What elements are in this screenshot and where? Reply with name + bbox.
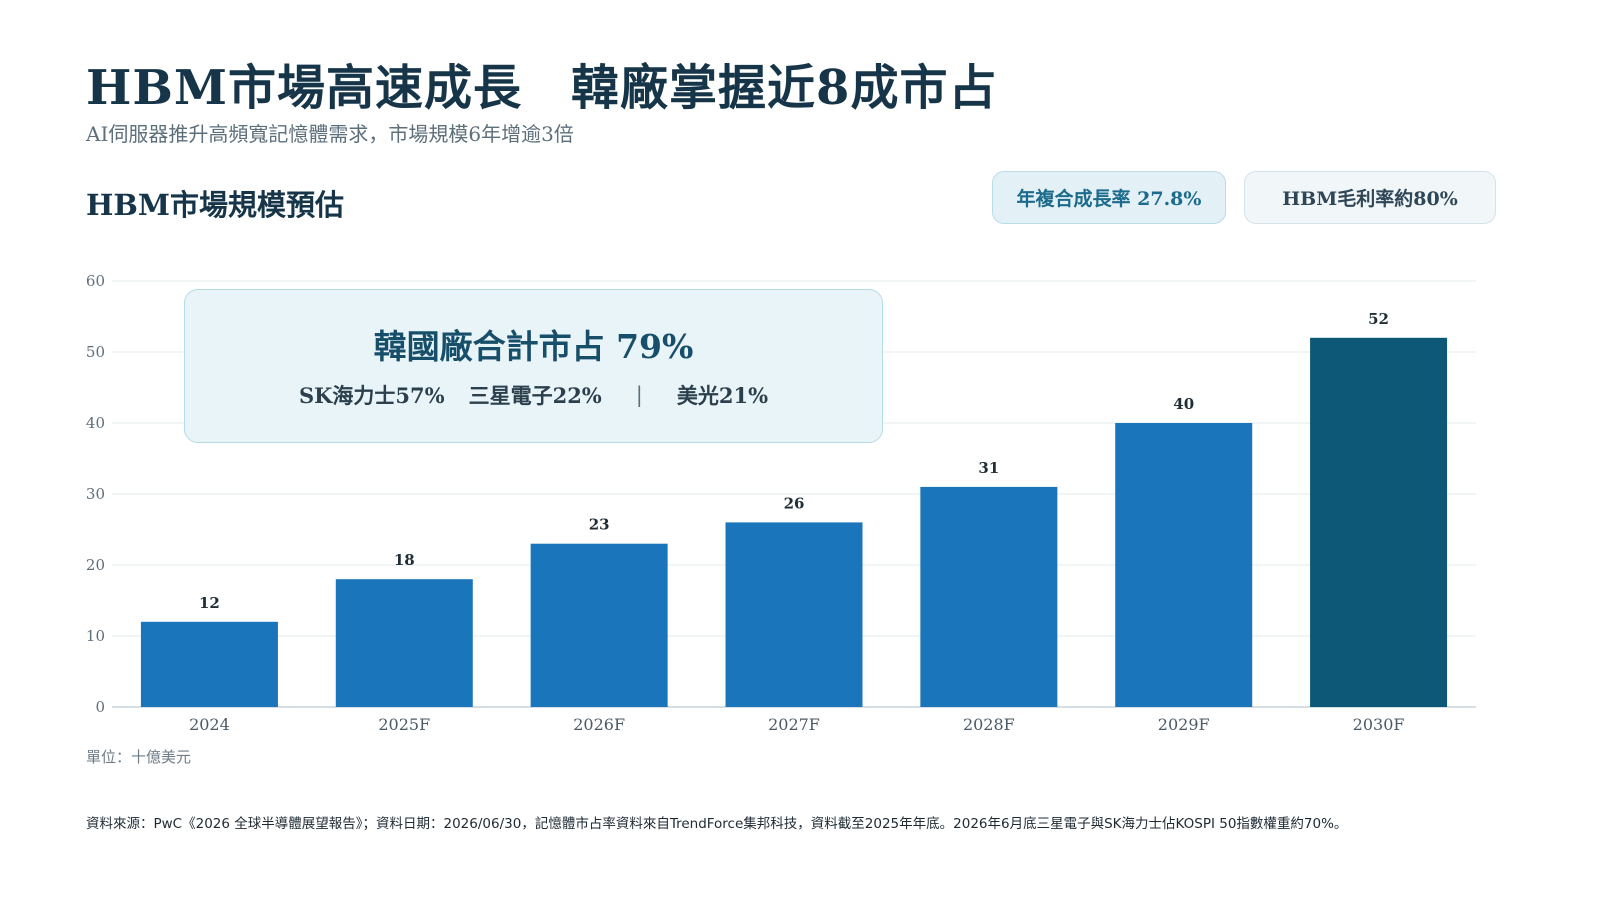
bar-2030F [1310,337,1448,707]
unit-label: 單位：十億美元 [86,748,192,766]
y-tick-label: 40 [86,414,105,432]
value-labels: 12 18 23 26 31 40 52 [199,310,1389,612]
value-label: 31 [978,459,999,477]
y-tick-label: 0 [95,698,105,716]
x-tick-label: 2027F [768,715,820,734]
x-tick-label: 2025F [378,715,430,734]
market-share-breakdown: SK海力士57% 三星電子22% | 美光21% [185,380,882,410]
value-label: 23 [589,516,610,534]
page-subtitle: AI伺服器推升高頻寬記憶體需求，市場規模6年增逾3倍 [86,122,574,146]
value-label: 26 [784,494,805,512]
share-separator: | [635,383,643,407]
chart-title: HBM市場規模預估 [86,188,345,222]
x-tick-label: 2024 [189,715,230,734]
value-label: 40 [1173,395,1194,413]
bar-2026F [530,543,668,707]
value-label: 12 [199,594,220,612]
x-tick-label: 2030F [1353,715,1405,734]
y-tick-label: 10 [86,627,105,645]
x-tick-label: 2029F [1158,715,1210,734]
samsung-share: 三星電子22% [468,383,602,408]
y-tick-label: 50 [86,343,105,361]
margin-badge: HBM毛利率約80% [1244,171,1496,224]
bar-2024 [140,621,278,707]
cagr-badge: 年複合成長率 27.8% [992,171,1226,224]
x-tick-label: 2028F [963,715,1015,734]
bar-2029F [1115,423,1253,707]
source-note: 資料來源：PwC《2026 全球半導體展望報告》；資料日期：2026/06/30… [86,816,1348,832]
bar-2027F [725,522,863,707]
value-label: 18 [394,551,415,569]
micron-share: 美光21% [676,383,769,408]
korea-share-title: 韓國廠合計市占 79% [373,327,694,366]
y-axis-ticks: 0 10 20 30 40 50 60 [86,272,105,716]
x-axis-labels: 2024 2025F 2026F 2027F 2028F 2029F 2030F [189,715,1404,734]
y-tick-label: 20 [86,556,105,574]
y-tick-label: 60 [86,272,105,290]
market-share-callout: 韓國廠合計市占 79% SK海力士57% 三星電子22% | 美光21% [184,289,883,443]
x-tick-label: 2026F [573,715,625,734]
bar-2028F [920,486,1058,707]
sk-hynix-share: SK海力士57% [298,383,445,408]
page-title: HBM市場高速成長 韓廠掌握近8成市占 [86,60,998,116]
y-tick-label: 30 [86,485,105,503]
value-label: 52 [1368,310,1389,328]
bars [140,337,1448,707]
bar-2025F [335,579,473,707]
